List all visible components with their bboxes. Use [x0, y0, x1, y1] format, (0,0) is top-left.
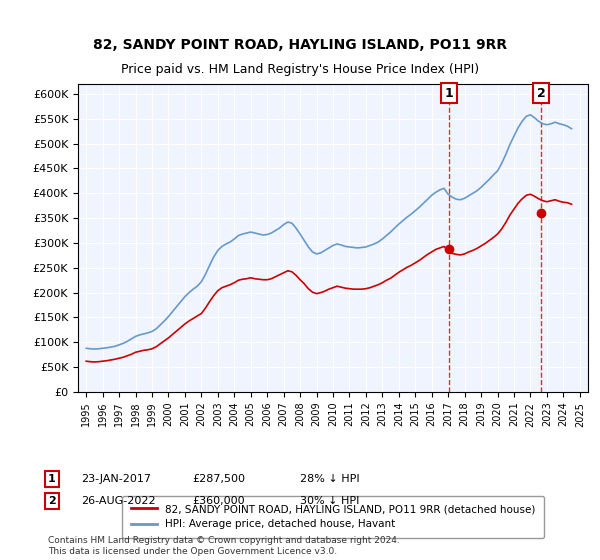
Text: 28% ↓ HPI: 28% ↓ HPI [300, 474, 359, 484]
Text: 1: 1 [48, 474, 56, 484]
Text: Contains HM Land Registry data © Crown copyright and database right 2024.
This d: Contains HM Land Registry data © Crown c… [48, 536, 400, 556]
Text: £287,500: £287,500 [192, 474, 245, 484]
Text: 23-JAN-2017: 23-JAN-2017 [81, 474, 151, 484]
Text: 2: 2 [48, 496, 56, 506]
Text: £360,000: £360,000 [192, 496, 245, 506]
Text: Price paid vs. HM Land Registry's House Price Index (HPI): Price paid vs. HM Land Registry's House … [121, 63, 479, 77]
Text: 26-AUG-2022: 26-AUG-2022 [81, 496, 155, 506]
Text: 30% ↓ HPI: 30% ↓ HPI [300, 496, 359, 506]
Text: 2: 2 [537, 87, 545, 100]
Text: 1: 1 [445, 87, 454, 100]
Legend: 82, SANDY POINT ROAD, HAYLING ISLAND, PO11 9RR (detached house), HPI: Average pr: 82, SANDY POINT ROAD, HAYLING ISLAND, PO… [122, 496, 544, 538]
Text: 82, SANDY POINT ROAD, HAYLING ISLAND, PO11 9RR: 82, SANDY POINT ROAD, HAYLING ISLAND, PO… [93, 38, 507, 52]
